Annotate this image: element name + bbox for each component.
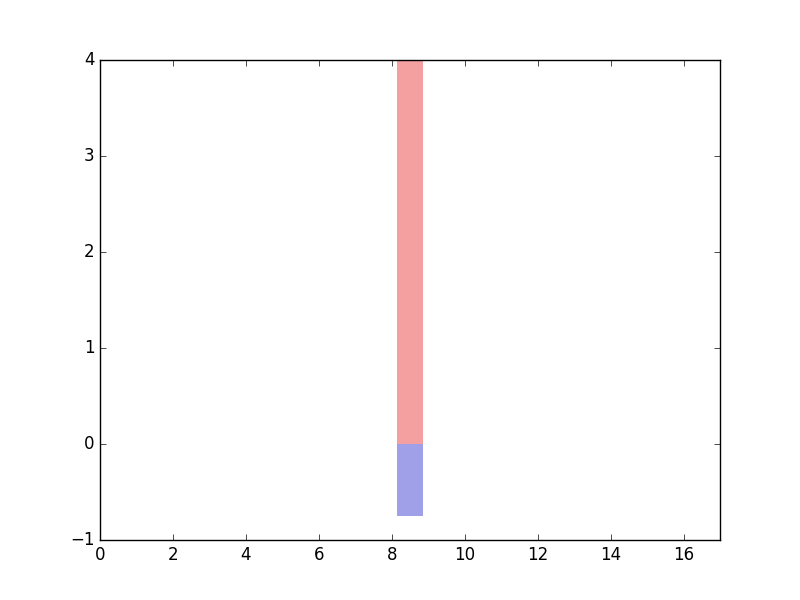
Bar (398, 60, 422, 444)
Bar (398, 444, 422, 516)
